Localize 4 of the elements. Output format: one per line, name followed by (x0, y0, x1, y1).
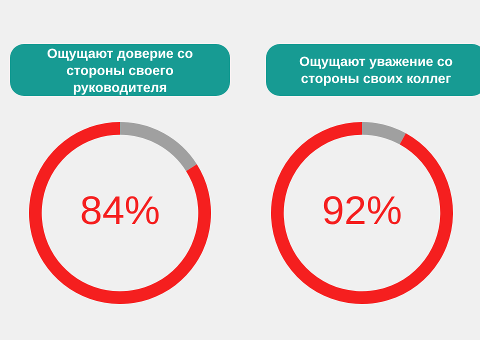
chart-title: Ощущают уважение со стороны своих коллег (266, 44, 480, 96)
data-label: 92% (322, 189, 402, 234)
chart-title: Ощущают доверие со стороны своего руководителя (10, 44, 230, 96)
data-label: 84% (80, 189, 160, 234)
